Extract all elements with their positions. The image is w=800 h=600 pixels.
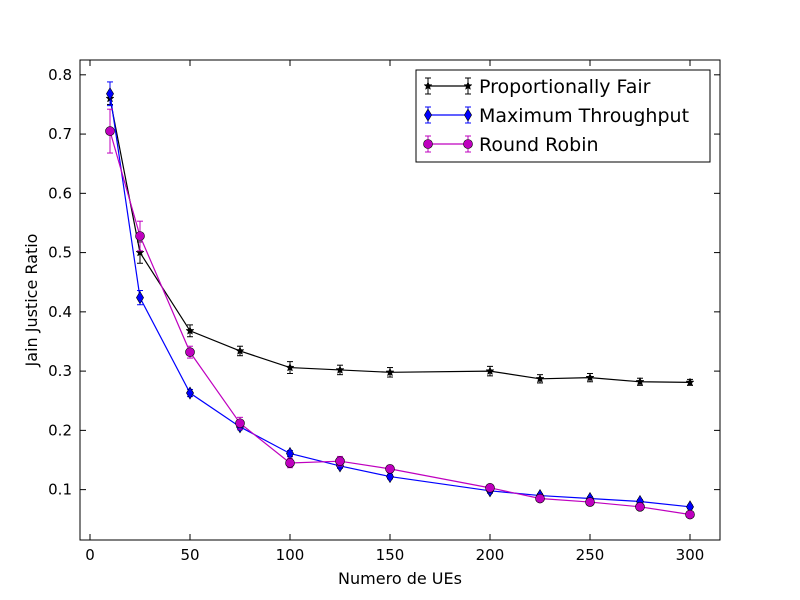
data-point [285, 362, 295, 372]
plot-marks [105, 81, 695, 520]
data-point [385, 464, 395, 474]
data-point [685, 377, 695, 387]
legend-label: Round Robin [479, 134, 599, 156]
x-tick-label: 200 [476, 546, 505, 564]
data-point [535, 493, 545, 504]
legend-marker [423, 81, 433, 90]
legend: Proportionally Fair Maximum Throughput Rou… [415, 69, 711, 163]
y-tick-label: 0.3 [48, 362, 72, 380]
legend-item: Proportionally Fair [423, 76, 651, 98]
series-line [109, 93, 691, 508]
legend-label: Proportionally Fair [479, 76, 651, 98]
y-tick-label: 0.2 [48, 421, 72, 439]
data-point [485, 366, 495, 376]
data-point [585, 497, 595, 507]
y-tick-label: 0.8 [48, 66, 72, 84]
data-point [106, 87, 114, 101]
x-tick-label: 100 [276, 546, 305, 564]
data-point [485, 483, 495, 493]
data-point [635, 376, 645, 386]
data-point [186, 386, 194, 400]
data-point [386, 470, 394, 484]
data-point [235, 418, 245, 429]
y-tick-label: 0.7 [48, 125, 72, 143]
series-2 [105, 108, 695, 520]
data-point [135, 247, 145, 257]
legend-marker [463, 81, 473, 90]
x-tick-label: 250 [576, 546, 605, 564]
legend-item: Round Robin [423, 134, 599, 156]
data-point [335, 456, 345, 466]
data-point [185, 325, 195, 335]
data-point [535, 373, 545, 383]
data-point [385, 367, 395, 377]
legend-marker [463, 139, 473, 149]
plot-frame [79, 59, 721, 541]
legend-marker [423, 139, 433, 149]
y-axis-label: Jain Justice Ratio [22, 234, 41, 368]
data-point [285, 458, 295, 468]
x-axis-label: Numero de UEs [338, 569, 462, 588]
data-point [105, 126, 115, 136]
data-point [335, 365, 345, 374]
data-point [635, 502, 645, 512]
x-tick-label: 0 [85, 546, 95, 564]
data-point [136, 291, 144, 305]
data-point [286, 446, 294, 461]
legend-marker [464, 108, 472, 122]
x-tick-label: 300 [676, 546, 705, 564]
data-point [685, 509, 695, 520]
x-tick-label: 150 [376, 546, 405, 564]
data-point [235, 346, 245, 355]
series-line [109, 130, 691, 516]
x-tick-label: 50 [180, 546, 199, 564]
y-tick-label: 0.4 [48, 303, 72, 321]
legend-marker [424, 108, 432, 122]
y-tick-label: 0.1 [48, 481, 72, 499]
data-point [185, 347, 195, 357]
y-tick-label: 0.6 [48, 184, 72, 202]
axis-ticks: 0 50 100 150 200 250 300 0.1 0.2 0.3 0.4 0.5 0.6 0.7 0… [48, 60, 720, 564]
legend-item: Maximum Throughput [424, 105, 689, 127]
y-tick-label: 0.5 [48, 244, 72, 262]
data-point [135, 231, 145, 241]
series-line [109, 98, 691, 383]
legend-label: Maximum Throughput [479, 105, 689, 127]
data-point [585, 372, 595, 382]
